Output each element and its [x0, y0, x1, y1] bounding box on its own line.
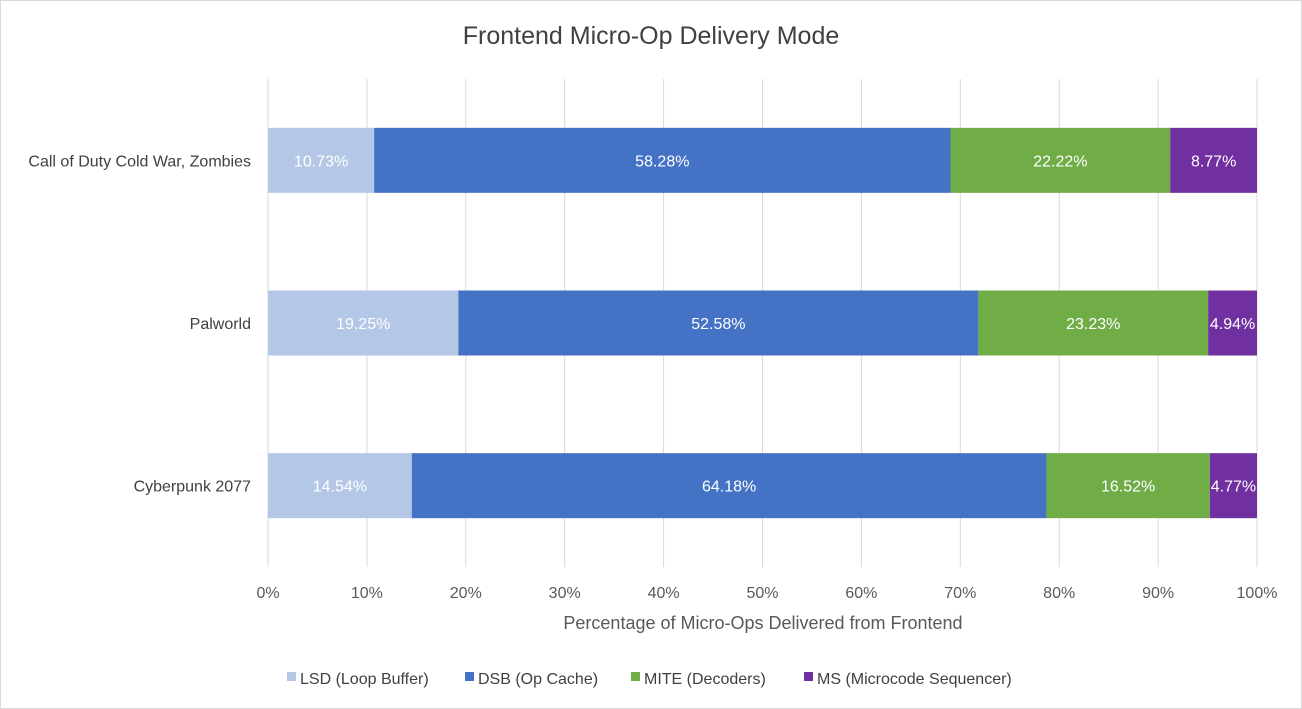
data-label: 64.18%: [702, 479, 756, 496]
bar-segment: [1209, 453, 1257, 519]
data-label: 23.23%: [1066, 316, 1120, 333]
data-label: 14.54%: [313, 479, 367, 496]
legend-label: MS (Microcode Sequencer): [817, 671, 1012, 688]
legend-swatch: [631, 672, 640, 681]
bar-segment: [978, 290, 1209, 356]
data-label: 4.77%: [1211, 479, 1256, 496]
data-label: 4.94%: [1210, 316, 1255, 333]
bar-segment: [458, 290, 979, 356]
category-label: Call of Duty Cold War, Zombies: [28, 153, 251, 170]
bar-segment: [268, 290, 459, 356]
x-tick-label: 30%: [549, 585, 581, 602]
x-tick-label: 100%: [1237, 585, 1278, 602]
bar-segment: [374, 127, 951, 193]
x-tick-label: 40%: [648, 585, 680, 602]
bar-segment: [1208, 290, 1257, 356]
data-label: 8.77%: [1191, 153, 1236, 170]
x-tick-label: 90%: [1142, 585, 1174, 602]
bar-segment: [268, 453, 412, 519]
category-label: Palworld: [190, 316, 251, 333]
category-label: Cyberpunk 2077: [134, 479, 252, 496]
x-tick-label: 80%: [1043, 585, 1075, 602]
x-tick-label: 60%: [845, 585, 877, 602]
bar-segment: [1170, 127, 1257, 193]
x-tick-label: 0%: [256, 585, 279, 602]
data-label: 22.22%: [1033, 153, 1087, 170]
data-label: 58.28%: [635, 153, 689, 170]
bar-segment: [411, 453, 1047, 519]
x-tick-label: 50%: [746, 585, 778, 602]
legend-label: MITE (Decoders): [644, 671, 766, 688]
legend-swatch: [287, 672, 296, 681]
category-labels: Call of Duty Cold War, Zombies Palworld Cy…: [28, 153, 251, 495]
data-label: 10.73%: [294, 153, 348, 170]
x-tick-label: 10%: [351, 585, 383, 602]
x-axis-ticks: 0% 10% 20% 30% 40% 50% 60% 70% 80% 90% 100%: [256, 585, 1277, 602]
chart-title: Frontend Micro-Op Delivery Mode: [463, 22, 840, 50]
x-tick-label: 20%: [450, 585, 482, 602]
data-label: 16.52%: [1101, 479, 1155, 496]
legend-swatch: [804, 672, 813, 681]
legend-label: LSD (Loop Buffer): [300, 671, 429, 688]
bar-segment: [268, 127, 375, 193]
data-label: 52.58%: [691, 316, 745, 333]
legend-label: DSB (Op Cache): [478, 671, 598, 688]
x-tick-label: 70%: [944, 585, 976, 602]
x-axis-title: Percentage of Micro-Ops Delivered from F…: [563, 613, 962, 633]
bars: 10.73% 58.28% 22.22% 8.77% 19.25% 52.58% 23.23…: [268, 127, 1257, 519]
legend: LSD (Loop Buffer) DSB (Op Cache) MITE (Dec…: [287, 671, 1012, 688]
bar-segment: [950, 127, 1171, 193]
legend-swatch: [465, 672, 474, 681]
data-label: 19.25%: [336, 316, 390, 333]
bar-segment: [1046, 453, 1210, 519]
